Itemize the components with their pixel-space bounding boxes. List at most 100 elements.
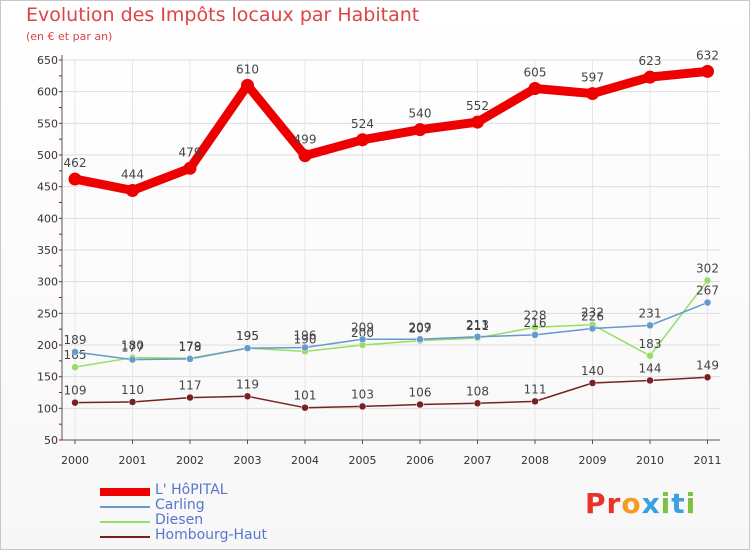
data-label: 103: [351, 387, 374, 401]
x-tick-label: 2000: [61, 454, 89, 467]
y-tick-label: 150: [37, 371, 58, 384]
y-tick-label: 600: [37, 86, 58, 99]
x-tick-label: 2001: [119, 454, 147, 467]
data-label: 213: [466, 318, 489, 332]
data-label: 180: [121, 339, 144, 353]
data-point: [531, 323, 539, 332]
data-label: 479: [179, 145, 202, 159]
data-point: [646, 376, 654, 385]
data-point: [71, 363, 79, 371]
legend-swatch: [100, 521, 150, 523]
data-point: [643, 70, 657, 84]
data-point: [358, 402, 367, 411]
proxiti-logo: Proxiti: [585, 487, 696, 520]
legend-label: Carling: [155, 497, 205, 513]
data-point: [186, 355, 194, 363]
x-tick-label: 2003: [234, 454, 262, 467]
x-tick-label: 2006: [406, 454, 434, 467]
data-point: [358, 335, 367, 344]
data-point: [646, 352, 654, 360]
data-label: 119: [236, 377, 259, 391]
y-tick-label: 500: [37, 149, 58, 162]
logo-letter: P: [585, 487, 607, 520]
series-line-2: [74, 279, 709, 368]
data-label: 211: [466, 319, 489, 333]
data-label: 108: [466, 384, 489, 398]
y-tick-label: 50: [44, 434, 58, 447]
data-point: [128, 398, 137, 406]
x-tick-label: 2002: [176, 454, 204, 467]
data-label: 106: [409, 386, 432, 400]
x-tick-label: 2004: [291, 454, 319, 467]
data-point: [243, 392, 252, 401]
x-tick-label: 2008: [521, 454, 549, 467]
data-point: [356, 133, 369, 147]
data-point: [126, 183, 139, 197]
data-label: 111: [524, 382, 547, 396]
data-label: 610: [236, 62, 259, 76]
data-label: 140: [581, 364, 604, 378]
data-label: 231: [639, 306, 662, 320]
data-point: [183, 161, 197, 175]
data-point: [241, 78, 254, 92]
data-label: 177: [121, 341, 144, 355]
data-label: 216: [524, 316, 547, 330]
legend-label: L' HôPITAL: [155, 482, 228, 498]
data-label: 499: [294, 133, 317, 147]
data-label: 597: [581, 71, 604, 85]
data-label: 444: [121, 167, 144, 181]
series-line-0: [70, 66, 712, 195]
data-label: 462: [64, 156, 87, 170]
x-tick-label: 2005: [349, 454, 377, 467]
y-tick-label: 200: [37, 339, 58, 352]
data-label: 183: [639, 337, 662, 351]
data-point: [243, 344, 252, 352]
logo-letter: i: [685, 487, 697, 520]
x-tick-label: 2010: [636, 454, 664, 467]
data-label: 232: [581, 306, 604, 320]
data-label: 226: [581, 310, 604, 324]
y-tick-label: 250: [37, 307, 58, 320]
logo-letter: x: [641, 487, 661, 520]
data-label: 117: [179, 379, 202, 393]
data-point: [473, 399, 482, 408]
series-line-1: [74, 301, 709, 361]
data-point: [68, 172, 82, 186]
data-label: 228: [524, 308, 547, 322]
legend-label: Diesen: [155, 512, 204, 528]
data-label: 110: [121, 383, 144, 397]
data-label: 200: [351, 326, 374, 340]
data-point: [301, 343, 309, 352]
x-tick-label: 2011: [694, 454, 722, 467]
logo-letter: r: [606, 487, 622, 520]
data-label: 632: [696, 48, 719, 62]
data-label: 101: [294, 389, 317, 403]
chart-title: Evolution des Impôts locaux par Habitant: [26, 4, 420, 26]
y-tick-label: 450: [37, 181, 58, 194]
data-label: 552: [466, 99, 489, 113]
data-point: [703, 373, 712, 382]
logo-letter: o: [621, 487, 642, 520]
legend-swatch: [100, 488, 150, 496]
data-label: 267: [696, 284, 719, 298]
data-point: [471, 115, 484, 129]
data-point: [71, 348, 79, 356]
data-point: [298, 149, 312, 163]
data-point: [186, 393, 194, 402]
data-label: 540: [409, 107, 432, 121]
data-label: 605: [524, 66, 547, 80]
legend-swatch: [100, 506, 150, 508]
data-label: 209: [409, 320, 432, 334]
logo-letter: t: [671, 487, 686, 520]
series-line-3: [74, 376, 709, 409]
data-label: 195: [236, 329, 259, 343]
data-label: 144: [639, 361, 662, 375]
y-tick-label: 350: [37, 244, 58, 257]
data-label: 623: [639, 54, 662, 68]
legend-swatch: [100, 536, 150, 538]
data-label: 189: [64, 333, 87, 347]
data-point: [701, 64, 714, 78]
data-label: 524: [351, 117, 374, 131]
data-point: [301, 403, 309, 412]
